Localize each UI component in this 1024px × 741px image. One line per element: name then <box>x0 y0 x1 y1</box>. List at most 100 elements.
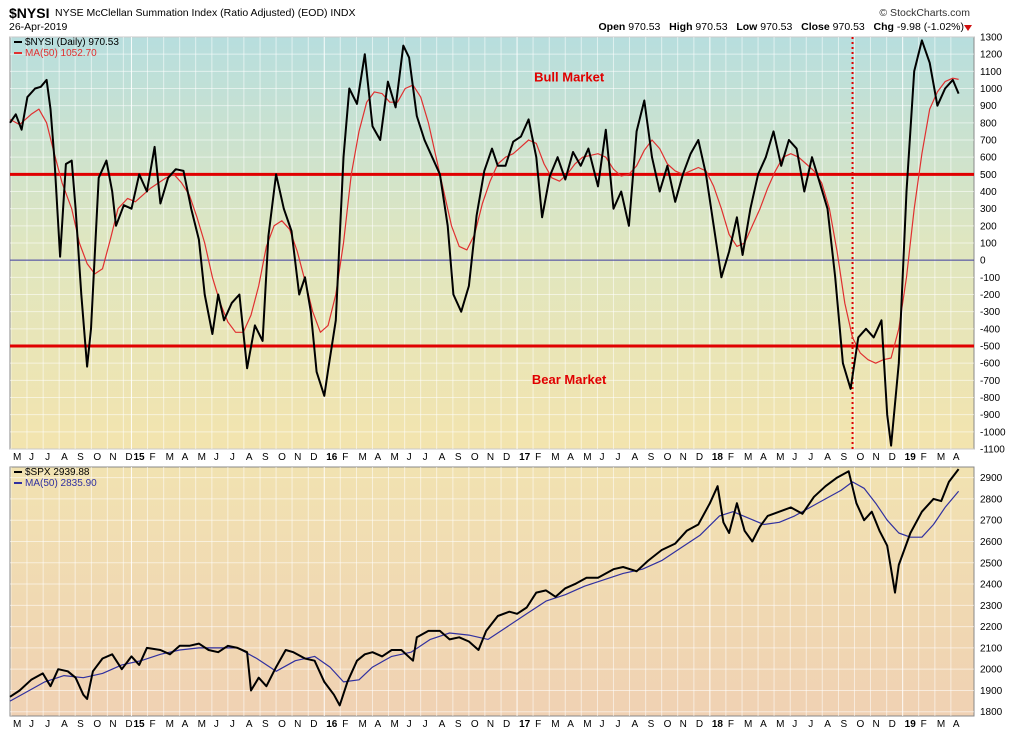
spx-x-tick-label: F <box>921 719 927 730</box>
nysi-panel: 1300120011001000900800700600500400300200… <box>9 33 1006 463</box>
spx-x-tick-label: N <box>109 719 116 730</box>
spx-x-tick-label: M <box>198 719 206 730</box>
spx-x-tick-label: N <box>872 719 879 730</box>
nysi-y-tick-label: 1300 <box>980 33 1003 44</box>
chart-description: NYSE McClellan Summation Index (Ratio Ad… <box>55 7 356 19</box>
spx-x-tick-label: A <box>631 719 638 730</box>
nysi-y-tick-label: -800 <box>980 393 1000 404</box>
spx-x-tick-label: S <box>455 719 462 730</box>
nysi-x-tick-label: M <box>583 452 591 463</box>
nysi-x-tick-label: A <box>439 452 446 463</box>
nysi-x-tick-label: S <box>648 452 655 463</box>
spx-x-tick-label: J <box>214 719 219 730</box>
nysi-x-tick-label: D <box>503 452 510 463</box>
brand-watermark: © StockCharts.com <box>879 7 970 19</box>
chg-label: Chg <box>873 21 894 33</box>
nysi-x-tick-label: 19 <box>905 452 917 463</box>
nysi-x-tick-label: O <box>93 452 101 463</box>
nysi-x-tick-label: J <box>615 452 620 463</box>
low-value: 970.53 <box>760 21 793 33</box>
nysi-x-tick-label: M <box>166 452 174 463</box>
spx-x-tick-label: M <box>551 719 559 730</box>
spx-y-tick-label: 2100 <box>980 643 1003 654</box>
spx-x-tick-label: D <box>310 719 317 730</box>
spx-x-tick-label: A <box>246 719 253 730</box>
spx-x-tick-label: N <box>294 719 301 730</box>
spx-x-tick-label: D <box>696 719 703 730</box>
nysi-x-tick-label: 17 <box>519 452 531 463</box>
nysi-x-tick-label: 18 <box>712 452 724 463</box>
nysi-x-tick-label: A <box>953 452 960 463</box>
spx-y-tick-label: 2800 <box>980 494 1003 505</box>
low-label: Low <box>736 21 758 33</box>
nysi-x-tick-label: O <box>856 452 864 463</box>
nysi-x-tick-label: N <box>680 452 687 463</box>
nysi-x-tick-label: A <box>246 452 253 463</box>
nysi-x-tick-label: J <box>423 452 428 463</box>
nysi-ma50-line <box>9 77 959 364</box>
spx-x-tick-label: F <box>728 719 734 730</box>
spx-x-tick-label: A <box>61 719 68 730</box>
spx-x-tick-label: J <box>599 719 604 730</box>
spx-x-tick-label: 16 <box>326 719 338 730</box>
nysi-x-tick-label: A <box>61 452 68 463</box>
nysi-x-tick-label: D <box>310 452 317 463</box>
nysi-x-tick-label: M <box>551 452 559 463</box>
spx-x-tick-label: 19 <box>905 719 917 730</box>
spx-price-line <box>9 468 960 707</box>
spx-x-tick-label: A <box>439 719 446 730</box>
close-value: 970.53 <box>832 21 865 33</box>
nysi-y-tick-label: 1100 <box>980 67 1002 78</box>
down-arrow-icon <box>964 25 972 31</box>
spx-x-tick-label: D <box>125 719 132 730</box>
nysi-x-tick-label: A <box>567 452 574 463</box>
nysi-y-tick-label: -500 <box>980 342 1000 353</box>
spx-x-tick-label: D <box>889 719 896 730</box>
spx-x-tick-label: A <box>567 719 574 730</box>
spx-x-tick-label: J <box>423 719 428 730</box>
spx-x-tick-label: O <box>278 719 286 730</box>
spx-x-tick-label: S <box>840 719 847 730</box>
nysi-x-tick-label: J <box>407 452 412 463</box>
nysi-y-tick-label: 300 <box>980 204 997 215</box>
spx-y-tick-label: 1800 <box>980 707 1003 718</box>
nysi-x-tick-label: S <box>262 452 269 463</box>
nysi-x-tick-label: N <box>487 452 494 463</box>
nysi-x-tick-label: F <box>728 452 734 463</box>
nysi-x-tick-label: S <box>455 452 462 463</box>
spx-y-tick-label: 2200 <box>980 622 1003 633</box>
spx-x-tick-label: M <box>166 719 174 730</box>
spx-x-tick-label: N <box>680 719 687 730</box>
nysi-y-tick-label: 700 <box>980 136 997 147</box>
nysi-x-tick-label: 15 <box>133 452 145 463</box>
nysi-x-tick-label: M <box>744 452 752 463</box>
nysi-x-tick-label: F <box>535 452 541 463</box>
market-annotation: Bull Market <box>534 70 605 85</box>
nysi-x-tick-label: D <box>889 452 896 463</box>
spx-y-tick-label: 2700 <box>980 516 1003 527</box>
nysi-x-tick-label: J <box>29 452 34 463</box>
symbol-label: $NYSI <box>9 5 50 21</box>
nysi-x-tick-label: J <box>808 452 813 463</box>
spx-y-tick-label: 2900 <box>980 473 1003 484</box>
spx-ma50-line <box>9 481 960 702</box>
nysi-x-tick-label: F <box>149 452 155 463</box>
spx-x-tick-label: J <box>792 719 797 730</box>
spx-x-tick-label: M <box>744 719 752 730</box>
spx-x-tick-label: 15 <box>133 719 145 730</box>
nysi-legend-text: MA(50) 1052.70 <box>25 48 97 59</box>
spx-x-tick-label: J <box>29 719 34 730</box>
spx-x-tick-label: 18 <box>712 719 724 730</box>
nysi-y-tick-label: 1200 <box>980 50 1003 61</box>
spx-x-tick-label: S <box>262 719 269 730</box>
chg-value: -9.98 (-1.02%) <box>896 21 964 33</box>
spx-x-tick-label: F <box>535 719 541 730</box>
spx-x-tick-label: N <box>487 719 494 730</box>
nysi-y-tick-label: 1000 <box>980 84 1003 95</box>
spx-y-tick-label: 2600 <box>980 537 1003 548</box>
nysi-y-tick-label: -900 <box>980 410 1000 421</box>
spx-y-tick-label: 2500 <box>980 558 1003 569</box>
nysi-x-tick-label: M <box>358 452 366 463</box>
